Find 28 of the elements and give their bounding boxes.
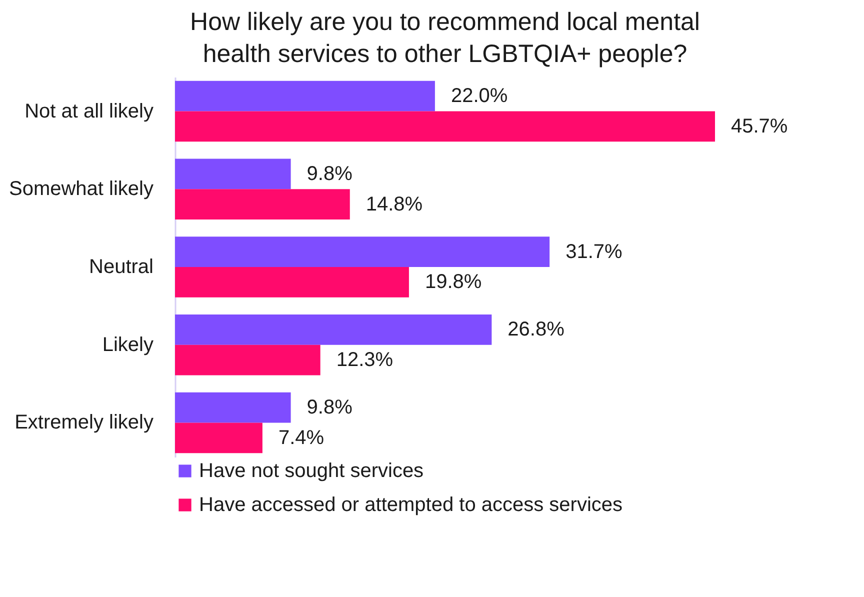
data-label: 14.8%: [366, 193, 423, 216]
bar: [175, 111, 715, 142]
legend-label: Have not sought services: [199, 460, 424, 482]
data-label: 9.8%: [306, 396, 353, 419]
bar: [175, 267, 409, 298]
data-label: 45.7%: [731, 115, 788, 138]
bar: [175, 80, 435, 112]
data-label: 19.8%: [424, 271, 482, 294]
data-label: 7.4%: [278, 426, 324, 449]
legend-label: Have accessed or attempted to access services: [199, 494, 623, 516]
bar: [175, 158, 291, 190]
bar: [175, 422, 262, 454]
data-label: 22.0%: [450, 85, 508, 108]
data-label: 31.7%: [566, 240, 622, 263]
y-tick-label: Extremely likely: [14, 412, 154, 434]
chart-title: How likely are you to recommend local mental health services to other LGBTQIA+ people?: [190, 8, 700, 68]
y-tick-label: Neutral: [89, 256, 154, 278]
y-tick-label: Likely: [102, 334, 154, 356]
data-label: 26.8%: [508, 318, 565, 341]
bar: [175, 189, 350, 220]
data-label: 9.8%: [306, 162, 353, 185]
bar: [175, 392, 291, 423]
bar: [175, 344, 320, 376]
y-tick-label: Not at all likely: [24, 100, 154, 122]
y-tick-label: Somewhat likely: [8, 178, 154, 200]
data-label: 12.3%: [336, 349, 394, 372]
bar: [175, 236, 550, 267]
bar: [175, 314, 492, 345]
